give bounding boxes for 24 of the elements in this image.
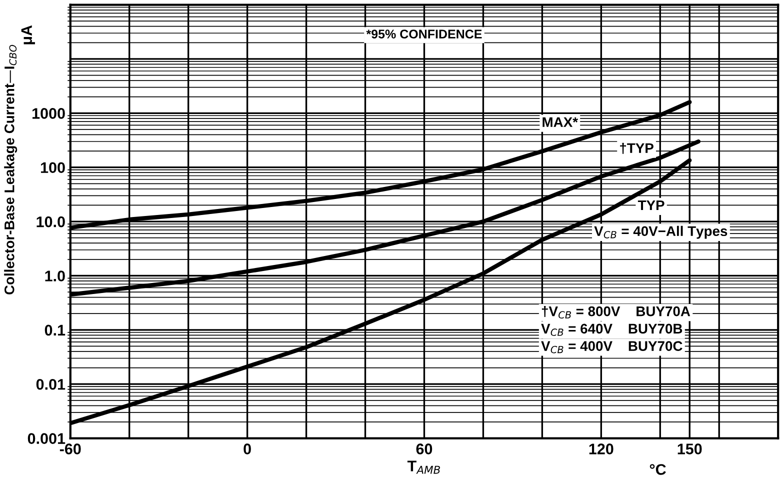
text: μA bbox=[21, 25, 35, 44]
y-tick-label: 0.001 bbox=[28, 433, 66, 444]
annotation: MAX* bbox=[542, 117, 578, 127]
x-axis-title: T$_{AMB}$ bbox=[407, 460, 440, 474]
annotation: †V$_{CB}$ = 800V BUY70A bbox=[542, 306, 690, 319]
x-tick-label: 120 bbox=[589, 444, 614, 454]
y-tick-label: 1000 bbox=[32, 108, 65, 119]
y-tick-label: 10.0 bbox=[36, 216, 65, 228]
x-tick-label: 60 bbox=[416, 444, 432, 454]
annotation: TYP bbox=[638, 200, 664, 210]
x-tick-label: -60 bbox=[60, 444, 81, 454]
y-tick-label: 0.1 bbox=[44, 324, 66, 336]
annotation: V$_{CB}$ = 640V BUY70B bbox=[541, 324, 682, 336]
annotation: V$_{CB}$ = 400V BUY70C bbox=[541, 341, 682, 354]
y-tick-label: 1.0 bbox=[45, 270, 65, 282]
annotation: †TYP bbox=[620, 142, 654, 154]
annotation: *95% CONFIDENCE bbox=[366, 30, 482, 38]
y-axis-title: Collector-Base Leakage Current—I$_{CBO}$ bbox=[4, 44, 18, 294]
x-tick-label: 150 bbox=[678, 444, 702, 454]
y-tick-label: 0.01 bbox=[36, 378, 66, 390]
annotation: V$_{CB}$ = 40V−All Types bbox=[594, 226, 728, 239]
y-tick-label: 100 bbox=[40, 162, 65, 174]
x-tick-label: 0 bbox=[244, 444, 251, 454]
text: °C bbox=[650, 464, 666, 475]
